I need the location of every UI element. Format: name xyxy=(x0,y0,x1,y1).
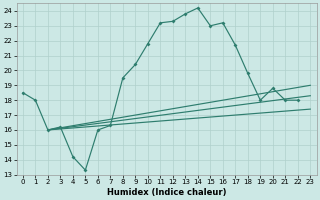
X-axis label: Humidex (Indice chaleur): Humidex (Indice chaleur) xyxy=(107,188,226,197)
